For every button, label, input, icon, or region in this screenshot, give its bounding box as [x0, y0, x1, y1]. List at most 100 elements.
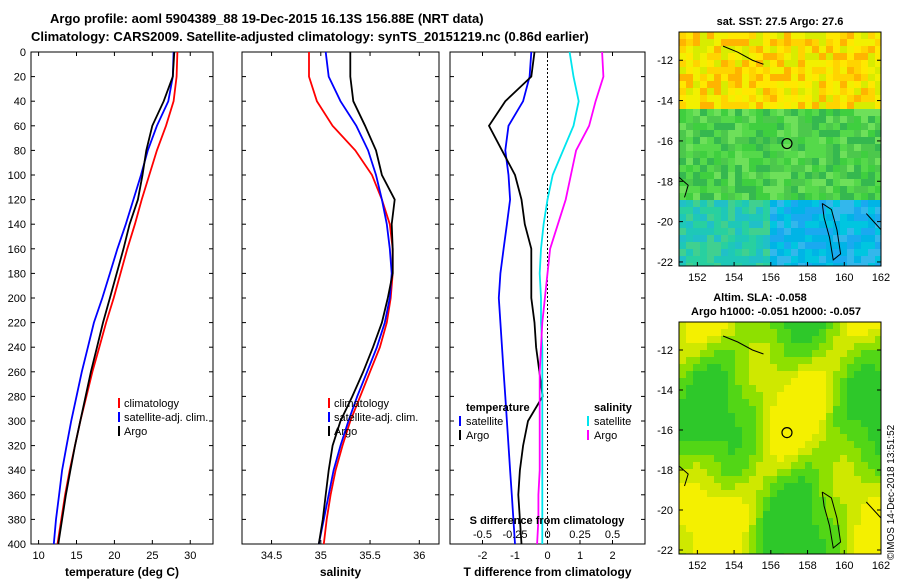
map-cell — [840, 88, 847, 95]
map-cell — [833, 364, 840, 371]
map-cell — [784, 109, 791, 116]
map-cell — [686, 406, 693, 413]
map-cell — [777, 102, 784, 109]
map-cell — [679, 67, 686, 74]
map-cell — [714, 60, 721, 67]
map-cell — [777, 214, 784, 221]
map-cell — [742, 172, 749, 179]
map-cell — [840, 39, 847, 46]
map-cell — [770, 130, 777, 137]
map-cell — [721, 448, 728, 455]
map-cell — [742, 137, 749, 144]
map-cell — [770, 116, 777, 123]
x-tick-label: 154 — [725, 560, 743, 572]
map-cell — [784, 406, 791, 413]
map-cell — [819, 242, 826, 249]
map-cell — [826, 532, 833, 539]
map-cell — [714, 469, 721, 476]
map-cell — [784, 532, 791, 539]
map-cell — [721, 186, 728, 193]
map-cell — [728, 469, 735, 476]
map-cell — [812, 469, 819, 476]
map-cell — [721, 158, 728, 165]
map-cell — [812, 357, 819, 364]
map-cell — [805, 151, 812, 158]
map-cell — [833, 455, 840, 462]
map-cell — [749, 343, 756, 350]
map-cell — [840, 336, 847, 343]
map-cell — [693, 53, 700, 60]
map-cell — [847, 448, 854, 455]
map-cell — [707, 74, 714, 81]
map-cell — [805, 378, 812, 385]
map-cell — [714, 46, 721, 53]
map-cell — [868, 207, 875, 214]
map-cell — [819, 448, 826, 455]
map-cell — [875, 490, 881, 497]
map-cell — [777, 116, 784, 123]
map-cell — [798, 235, 805, 242]
map-cell — [798, 413, 805, 420]
map-cell — [707, 193, 714, 200]
map-cell — [714, 95, 721, 102]
map-cell — [714, 158, 721, 165]
map-cell — [861, 242, 868, 249]
map-cell — [700, 483, 707, 490]
map-cell — [819, 546, 826, 553]
map-cell — [686, 81, 693, 88]
map-cell — [728, 130, 735, 137]
map-cell — [784, 81, 791, 88]
map-cell — [770, 81, 777, 88]
map-cell — [840, 130, 847, 137]
map-cell — [700, 32, 707, 39]
map-cell — [728, 399, 735, 406]
map-cell — [868, 102, 875, 109]
map-cell — [840, 228, 847, 235]
map-cell — [840, 525, 847, 532]
map-cell — [784, 546, 791, 553]
map-cell — [812, 165, 819, 172]
map-cell — [861, 46, 868, 53]
map-cell — [812, 392, 819, 399]
map-cell — [728, 116, 735, 123]
map-cell — [742, 67, 749, 74]
map-cell — [805, 249, 812, 256]
map-cell — [777, 322, 784, 329]
map-cell — [728, 350, 735, 357]
map-cell — [833, 165, 840, 172]
map-cell — [728, 228, 735, 235]
map-cell — [805, 179, 812, 186]
map-cell — [791, 378, 798, 385]
map-cell — [875, 525, 881, 532]
map-cell — [812, 193, 819, 200]
map-cell — [756, 392, 763, 399]
map-cell — [826, 329, 833, 336]
map-cell — [812, 67, 819, 74]
map-cell — [735, 130, 742, 137]
map-cell — [728, 32, 735, 39]
map-cell — [791, 228, 798, 235]
map-cell — [714, 357, 721, 364]
y-tick-label: 380 — [8, 514, 26, 526]
map-cell — [847, 123, 854, 130]
map-cell — [693, 378, 700, 385]
map-cell — [735, 123, 742, 130]
map-cell — [833, 343, 840, 350]
map-cell — [679, 95, 686, 102]
map-cell — [805, 455, 812, 462]
map-cell — [798, 434, 805, 441]
secondary-x-tick-label: 0 — [544, 529, 550, 541]
x-tick-label: 0 — [544, 550, 550, 562]
map-cell — [693, 532, 700, 539]
map-cell — [728, 193, 735, 200]
map-cell — [763, 406, 770, 413]
map-cell — [847, 151, 854, 158]
map-cell — [749, 214, 756, 221]
map-cell — [798, 476, 805, 483]
map-cell — [861, 144, 868, 151]
map-cell — [749, 81, 756, 88]
map-cell — [686, 462, 693, 469]
secondary-x-tick-label: -0.5 — [473, 529, 492, 541]
map-cell — [819, 427, 826, 434]
map-cell — [686, 469, 693, 476]
